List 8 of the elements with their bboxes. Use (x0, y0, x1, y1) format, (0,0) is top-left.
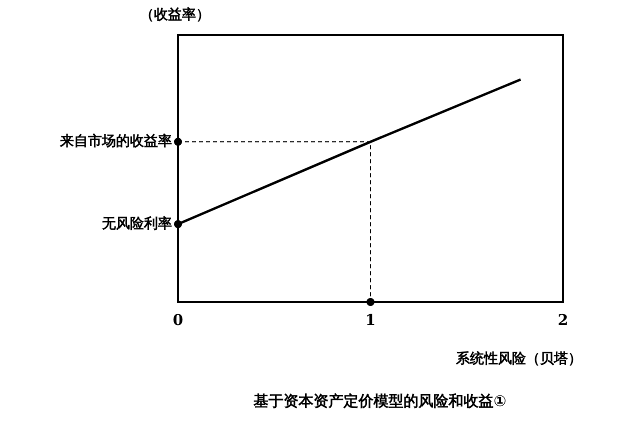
x-tick-label: 2 (558, 310, 568, 329)
x-axis-title: 系统性风险（贝塔） (456, 350, 582, 368)
x-tick-label: 0 (172, 310, 184, 329)
annotation: 来自市场的收益率 (59, 132, 172, 150)
annotation: 无风险利率 (101, 214, 172, 232)
x-tick-label: 1 (365, 310, 376, 329)
text: 基于资本资产定价模型的风险和收益① (252, 392, 508, 411)
y-axis-title: （收益率） (140, 6, 210, 24)
